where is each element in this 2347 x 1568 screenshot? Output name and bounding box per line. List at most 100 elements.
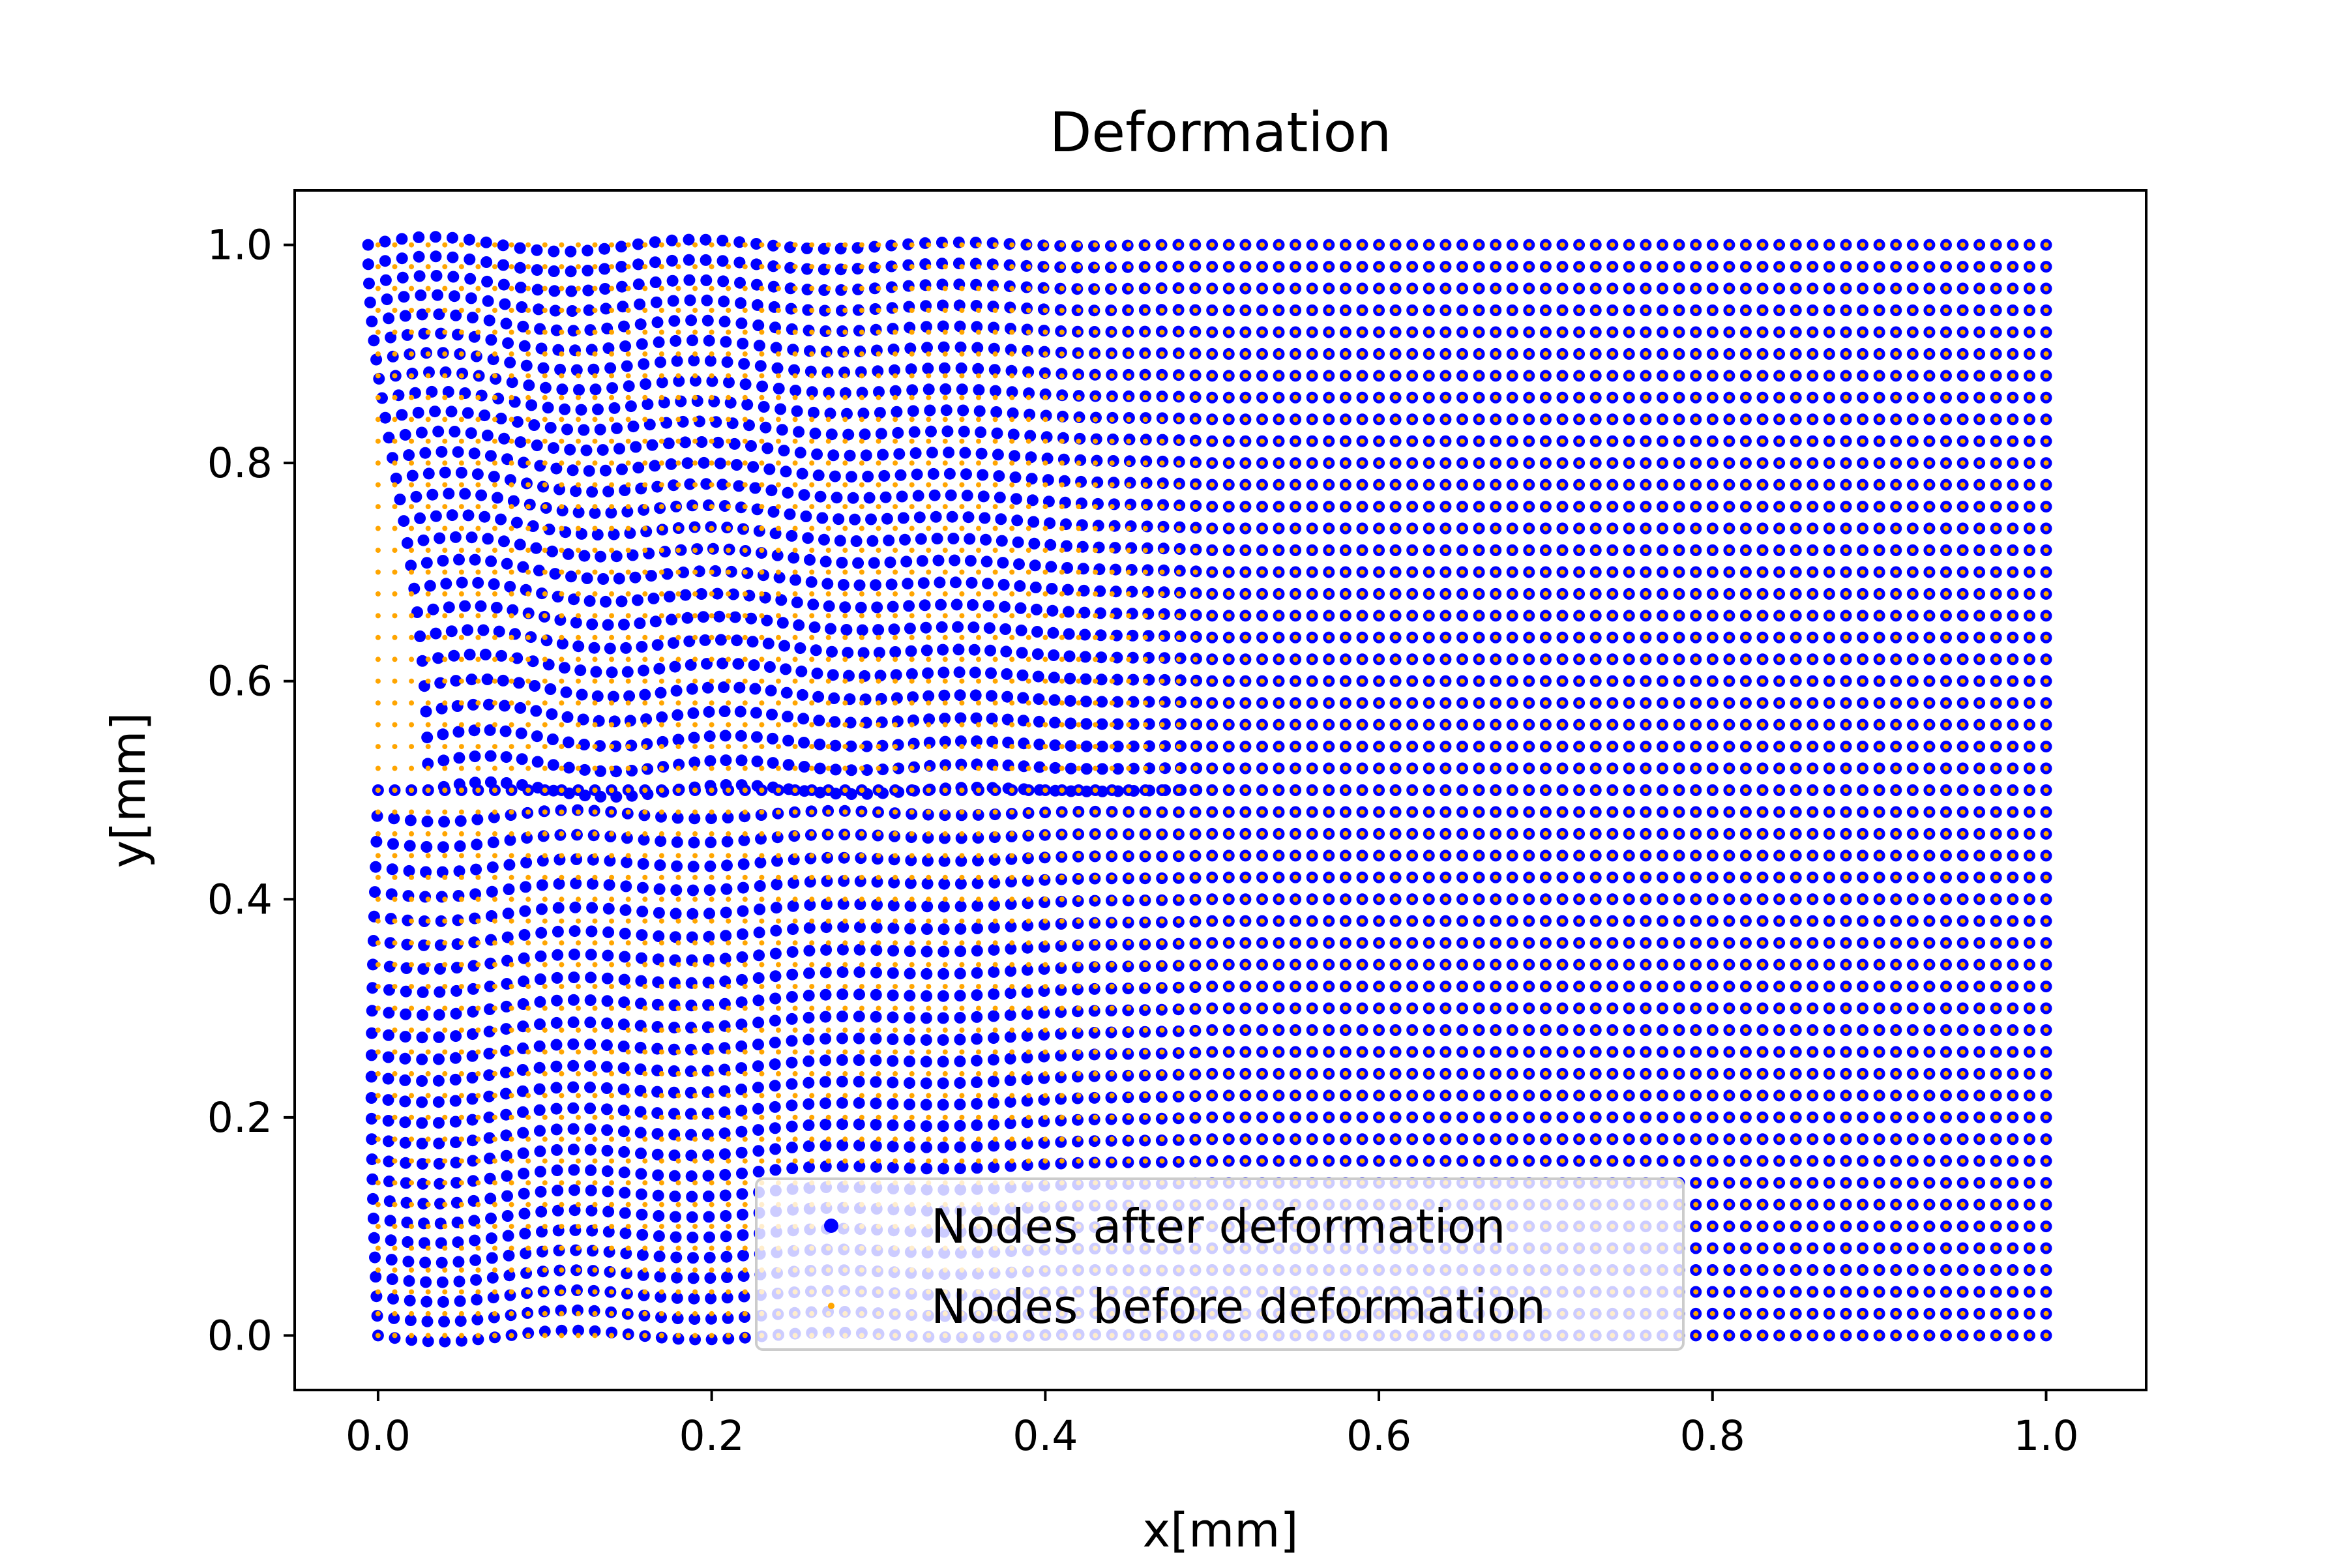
- node-after-point: [580, 444, 593, 456]
- node-after-point: [619, 927, 631, 939]
- node-after-point: [366, 1153, 378, 1166]
- node-after-point: [870, 944, 883, 956]
- node-after-point: [908, 426, 921, 438]
- node-after-point: [937, 1034, 949, 1046]
- node-after-point: [990, 406, 1003, 418]
- node-after-point: [762, 638, 775, 650]
- node-after-point: [453, 1275, 465, 1288]
- node-after-point: [548, 442, 559, 454]
- node-after-point: [465, 427, 477, 439]
- node-after-point: [368, 1232, 380, 1244]
- node-after-point: [514, 539, 526, 551]
- node-after-point: [702, 1191, 715, 1202]
- node-after-point: [652, 1189, 664, 1202]
- node-after-point: [600, 303, 612, 315]
- node-after-point: [404, 840, 416, 852]
- node-after-point: [803, 1033, 815, 1046]
- node-after-point: [717, 275, 730, 288]
- node-after-point: [853, 1011, 865, 1023]
- node-after-point: [549, 568, 561, 580]
- node-after-point: [366, 1027, 378, 1039]
- node-after-point: [402, 1236, 414, 1248]
- node-after-point: [786, 529, 798, 542]
- node-after-point: [470, 1274, 482, 1286]
- node-after-point: [483, 1069, 495, 1082]
- node-after-point: [635, 1188, 647, 1200]
- node-after-point: [739, 378, 752, 391]
- node-after-point: [887, 1119, 899, 1131]
- node-after-point: [870, 1140, 882, 1152]
- node-after-point: [688, 836, 700, 849]
- node-after-point: [514, 702, 527, 714]
- node-after-point: [469, 1254, 482, 1266]
- node-after-point: [577, 713, 589, 726]
- node-after-point: [703, 334, 715, 347]
- node-after-point: [384, 937, 396, 949]
- node-after-point: [803, 945, 816, 957]
- node-after-point: [704, 1272, 716, 1284]
- node-after-point: [379, 235, 391, 248]
- node-after-point: [804, 554, 816, 566]
- node-after-point: [594, 740, 606, 752]
- node-after-point: [987, 1054, 999, 1066]
- node-after-point: [718, 295, 730, 308]
- node-after-point: [829, 739, 842, 752]
- node-after-point: [602, 342, 615, 355]
- node-after-point: [488, 471, 500, 483]
- node-after-point: [737, 905, 749, 917]
- node-after-point: [544, 422, 557, 434]
- node-after-point: [449, 290, 460, 303]
- node-after-point: [483, 1132, 495, 1144]
- node-after-point: [567, 464, 579, 477]
- node-after-point: [696, 436, 708, 448]
- node-after-point: [472, 1333, 484, 1346]
- node-after-point: [786, 1013, 798, 1025]
- node-after-point: [1125, 520, 1137, 533]
- node-after-point: [585, 1184, 597, 1196]
- node-after-point: [501, 1210, 514, 1222]
- node-after-point: [736, 1167, 748, 1179]
- node-after-point: [385, 1254, 398, 1266]
- node-after-point: [700, 254, 712, 266]
- node-after-point: [849, 513, 861, 525]
- node-after-point: [842, 428, 855, 441]
- node-after-point: [1080, 763, 1093, 775]
- node-after-point: [904, 1141, 916, 1153]
- node-after-point: [969, 689, 982, 702]
- node-after-point: [518, 928, 531, 941]
- node-after-point: [533, 1061, 546, 1074]
- node-after-point: [420, 705, 432, 718]
- node-after-point: [403, 449, 415, 461]
- node-after-point: [483, 314, 495, 327]
- node-after-point: [523, 379, 535, 391]
- node-after-point: [383, 1135, 394, 1147]
- node-after-point: [514, 261, 526, 274]
- node-after-point: [406, 469, 419, 482]
- node-after-point: [634, 298, 646, 310]
- node-after-point: [567, 1016, 580, 1028]
- node-after-point: [450, 1157, 462, 1169]
- node-after-point: [954, 1099, 966, 1110]
- node-after-point: [439, 1335, 451, 1348]
- node-after-point: [737, 338, 749, 349]
- node-after-point: [954, 1012, 966, 1024]
- node-after-point: [921, 900, 934, 913]
- node-after-point: [752, 1124, 765, 1136]
- node-after-point: [452, 446, 464, 458]
- node-after-point: [797, 713, 810, 725]
- node-after-point: [904, 923, 917, 935]
- node-after-point: [687, 707, 700, 719]
- node-after-point: [492, 492, 503, 504]
- node-after-point: [720, 1250, 733, 1263]
- node-after-point: [608, 528, 620, 540]
- node-after-point: [916, 555, 928, 567]
- node-after-point: [1015, 624, 1027, 636]
- node-after-point: [988, 1032, 999, 1044]
- node-after-point: [734, 705, 746, 718]
- node-after-point: [893, 448, 906, 460]
- node-after-point: [618, 996, 630, 1009]
- node-after-point: [383, 1029, 394, 1041]
- node-after-point: [642, 398, 654, 410]
